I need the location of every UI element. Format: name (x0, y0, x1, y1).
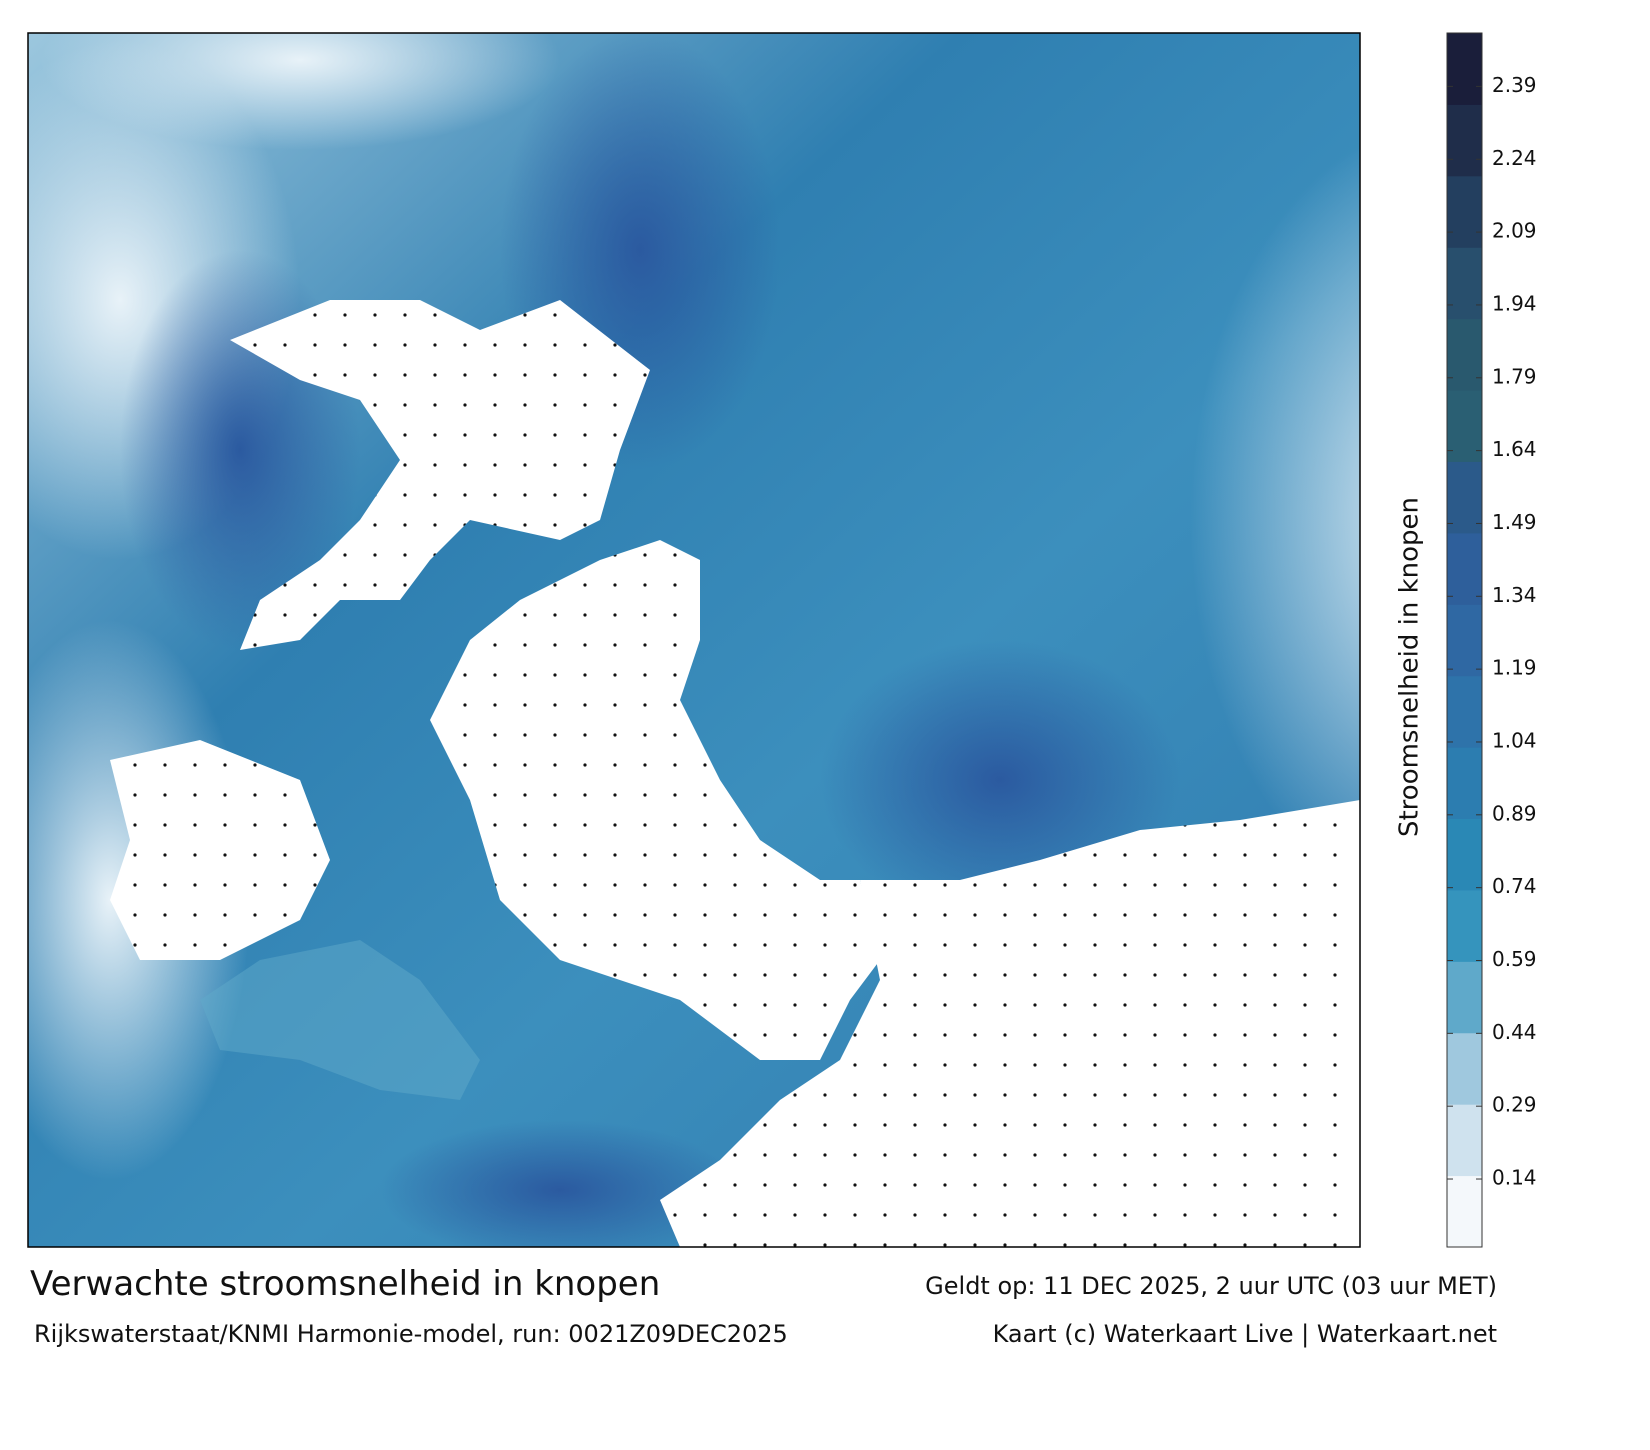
strong-current (380, 1120, 740, 1247)
colorbar (1447, 33, 1482, 1248)
valid-time: Geldt op: 11 DEC 2025, 2 uur UTC (03 uur… (925, 1272, 1497, 1300)
colorbar-band (1447, 747, 1482, 820)
colorbar-band (1447, 532, 1482, 605)
colorbar-frame (1446, 32, 1483, 1248)
sea-shade (200, 940, 480, 1100)
colorbar-label: Stroomsnelheid in knopen (1395, 497, 1425, 837)
land (110, 740, 330, 960)
colorbar-tick-label: 0.59 (1492, 947, 1537, 971)
land (430, 540, 880, 1060)
shallow-area (40, 33, 560, 150)
colorbar-tick-label: 2.39 (1492, 73, 1537, 97)
colorbar-tick-label: 1.64 (1492, 437, 1537, 461)
map (28, 33, 1360, 1247)
colorbar-tick-label: 0.74 (1492, 874, 1537, 898)
colorbar-band (1447, 104, 1482, 177)
colorbar-tick-label: 0.44 (1492, 1020, 1537, 1044)
colorbar-tick-label: 1.34 (1492, 583, 1537, 607)
colorbar-tick-label: 0.89 (1492, 801, 1537, 825)
colorbar-tick-label: 1.94 (1492, 291, 1537, 315)
colorbar-band (1447, 818, 1482, 891)
map-frame (27, 32, 1361, 1248)
colorbar-band (1447, 318, 1482, 391)
colorbar-band (1447, 390, 1482, 462)
credit: Kaart (c) Waterkaart Live | Waterkaart.n… (993, 1320, 1497, 1348)
colorbar-tick-label: 1.49 (1492, 510, 1537, 534)
colorbar-tick-label: 1.19 (1492, 656, 1537, 680)
colorbar-band (1447, 961, 1482, 1034)
colorbar-band (1447, 1175, 1482, 1248)
title: Verwachte stroomsnelheid in knopen (30, 1264, 660, 1304)
colorbar-band (1447, 461, 1482, 534)
colorbar-band (1447, 175, 1482, 248)
colorbar-band (1447, 1032, 1482, 1105)
colorbar-band (1447, 1104, 1482, 1177)
colorbar-tick-label: 0.14 (1492, 1166, 1537, 1190)
colorbar-tick-label: 1.04 (1492, 728, 1537, 752)
colorbar-band (1447, 604, 1482, 677)
colorbar-band (1447, 247, 1482, 320)
colorbar-tick-label: 2.09 (1492, 219, 1537, 243)
model-run: Rijkswaterstaat/KNMI Harmonie-model, run… (34, 1320, 788, 1348)
colorbar-band (1447, 33, 1482, 105)
land (660, 800, 1360, 1247)
land (230, 300, 650, 650)
colorbar-tick-label: 1.79 (1492, 364, 1537, 388)
shallow-area (1190, 144, 1360, 896)
colorbar-band (1447, 675, 1482, 748)
colorbar-tick-label: 0.29 (1492, 1093, 1537, 1117)
colorbar-band (1447, 889, 1482, 962)
colorbar-tick-label: 2.24 (1492, 146, 1537, 170)
